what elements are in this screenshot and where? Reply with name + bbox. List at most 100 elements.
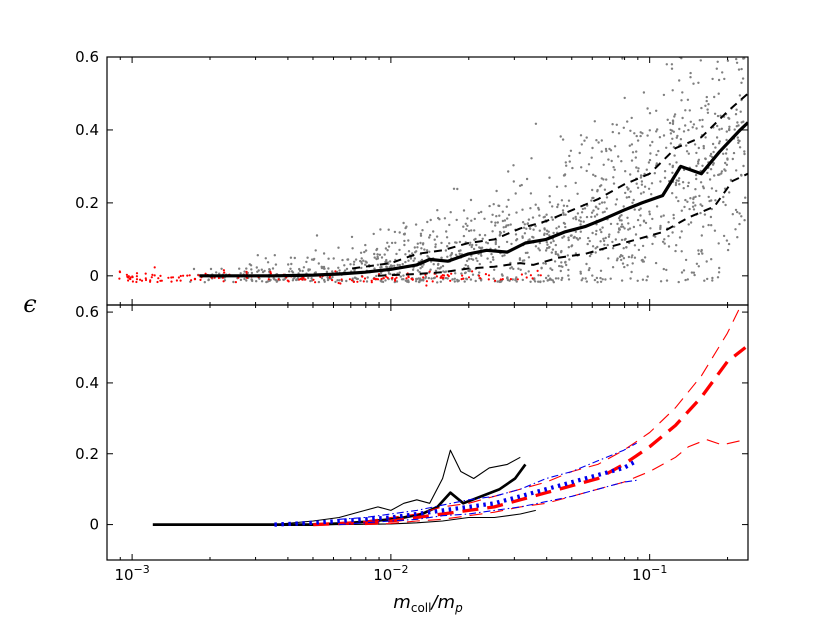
scatter-point (554, 243, 557, 247)
scatter-point (527, 270, 530, 273)
scatter-point (434, 245, 437, 249)
scatter-point (665, 63, 668, 66)
scatter-point (636, 279, 639, 282)
scatter-point (365, 280, 369, 283)
scatter-point (682, 269, 686, 272)
scatter-point (648, 210, 651, 213)
scatter-point (574, 252, 578, 255)
scatter-point (359, 251, 363, 254)
scatter-point (545, 247, 549, 250)
scatter-point (635, 166, 638, 169)
scatter-point (700, 250, 703, 253)
scatter-point (395, 276, 398, 279)
scatter-point (413, 257, 416, 260)
scatter-point (700, 106, 703, 110)
scatter-point (580, 143, 583, 146)
scatter-point (340, 278, 343, 281)
scatter-point (671, 120, 675, 124)
scatter-point (428, 250, 431, 253)
scatter-point (175, 279, 178, 282)
scatter-point (734, 208, 738, 212)
scatter-point (271, 267, 275, 270)
scatter-point (536, 269, 539, 272)
scatter-point (641, 132, 644, 135)
scatter-point (599, 228, 602, 231)
scatter-point (186, 274, 189, 277)
scatter-point (473, 229, 476, 232)
scatter-point (473, 238, 476, 241)
scatter-point (682, 130, 686, 133)
scatter-point (131, 280, 134, 283)
scatter-point (306, 256, 309, 259)
scatter-point (551, 205, 554, 208)
scatter-point (418, 270, 421, 274)
scatter-point (144, 278, 148, 282)
scatter-point (352, 263, 356, 266)
scatter-point (439, 266, 443, 269)
scatter-point (726, 248, 730, 252)
scatter-point (384, 247, 388, 250)
scatter-point (516, 278, 519, 281)
scatter-point (539, 280, 542, 284)
scatter-point (600, 201, 604, 204)
scatter-point (594, 251, 597, 254)
scatter-point (274, 263, 278, 266)
scatter-point (681, 116, 684, 120)
scatter-point (627, 228, 630, 231)
scatter-point (453, 280, 456, 283)
scatter-point (315, 234, 319, 237)
scatter-point (462, 277, 465, 280)
scatter-point (711, 279, 714, 282)
scatter-point (590, 215, 593, 219)
scatter-point (365, 261, 368, 264)
scatter-point (305, 260, 308, 264)
scatter-point (692, 82, 695, 85)
y-axis-label: ϵ (23, 290, 36, 318)
scatter-point (726, 157, 729, 160)
scatter-point (680, 230, 683, 233)
scatter-point (135, 280, 138, 284)
scatter-point (699, 59, 702, 62)
scatter-point (360, 257, 363, 260)
scatter-point (700, 234, 703, 237)
red-thin-lower-line (364, 439, 746, 526)
scatter-point (466, 224, 469, 227)
scatter-point (627, 255, 631, 259)
scatter-point (724, 152, 728, 155)
scatter-point (624, 191, 627, 195)
scatter-point (394, 279, 397, 282)
scatter-point (542, 216, 545, 219)
scatter-point (338, 279, 341, 282)
scatter-point (414, 251, 417, 254)
scatter-point (544, 276, 548, 280)
scatter-point (429, 268, 432, 271)
scatter-point (434, 243, 437, 246)
scatter-point (290, 262, 293, 266)
scatter-point (691, 126, 694, 129)
scatter-point (491, 213, 494, 216)
scatter-point (551, 248, 555, 251)
scatter-point (459, 249, 462, 252)
scatter-point (373, 256, 376, 259)
scatter-point (360, 266, 363, 270)
scatter-point (734, 113, 738, 116)
scatter-point (715, 67, 718, 70)
scatter-point (485, 241, 488, 244)
scatter-point (265, 280, 268, 284)
scatter-point (546, 243, 549, 246)
scatter-point (534, 203, 537, 206)
scatter-point (527, 218, 531, 221)
scatter-point (601, 211, 605, 214)
scatter-point (390, 265, 393, 268)
scatter-point (440, 241, 443, 245)
scatter-point (451, 278, 454, 281)
scatter-point (710, 224, 713, 227)
scatter-point (523, 223, 526, 226)
scatter-point (564, 213, 567, 216)
scatter-point (716, 60, 719, 63)
scatter-point (421, 265, 424, 268)
scatter-point (687, 128, 690, 132)
scatter-point (667, 221, 670, 224)
scatter-point (586, 242, 589, 246)
scatter-point (644, 221, 648, 225)
